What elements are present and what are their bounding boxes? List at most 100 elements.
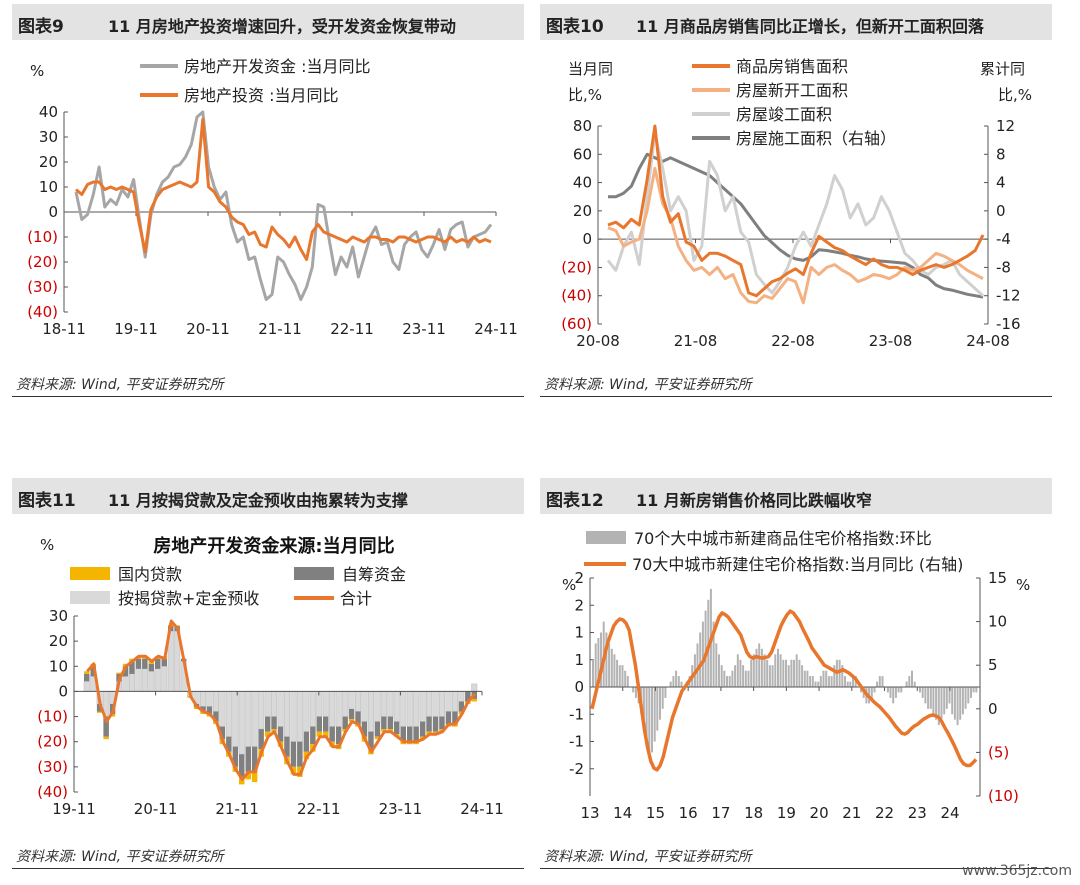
bar [669,681,672,687]
stacked-bar-segment [374,721,381,737]
bar [972,687,975,693]
y-tick-label: 40 [573,174,592,192]
bar [894,687,897,698]
bar [860,687,863,693]
y2-axis-label: 比,% [998,86,1032,104]
stacked-bar-segment [142,658,148,669]
bar [793,659,795,688]
series-line [606,131,985,297]
bar [766,659,769,688]
bar [718,654,720,687]
x-tick-label: 23-11 [379,800,423,818]
stacked-bar-segment [367,691,374,732]
bar [830,676,833,687]
stacked-bar-segment [116,672,122,674]
stacked-bar-segment [148,663,155,672]
y-tick-label: -16 [996,315,1021,333]
stacked-bar-segment [206,691,213,707]
bar [779,654,782,687]
figure-title: 11 月按揭贷款及定金预收由拖累转为支撑 [108,491,408,510]
x-tick-label: 18-11 [42,320,86,338]
y-tick-label: 0 [988,700,998,718]
bar [739,659,742,688]
stacked-bar-segment [374,691,381,722]
x-tick-label: 19-11 [114,320,158,338]
x-tick-label: 18 [744,804,763,822]
y-tick-label: 12 [996,117,1015,135]
y-tick-label: -8 [996,258,1011,276]
bar [664,687,667,698]
bar [632,687,635,693]
stacked-bar-segment [226,736,232,752]
stacked-bar-segment [154,668,161,692]
bar [943,687,946,715]
bar [825,670,828,687]
stacked-bar-segment [200,691,207,707]
legend-label: 房屋竣工面积 [736,105,832,124]
stacked-bar-segment [387,691,394,717]
y2-axis-unit: % [1016,576,1030,594]
bar [672,676,675,687]
stacked-bar-segment [283,691,290,737]
y-tick-label: (30) [37,758,68,776]
x-tick-label: 20 [810,804,829,822]
stacked-bar-segment [465,691,471,702]
bar [814,681,817,687]
figure-code: 图表12 [546,491,604,511]
bar [878,676,881,687]
stacked-bar-segment [400,726,406,742]
bar [790,659,793,688]
stacked-bar-segment [380,691,387,717]
legend-label: 房屋新开工面积 [736,81,848,100]
y-tick-label: (20) [37,733,68,751]
bar [849,681,852,687]
bar [803,670,806,687]
bar [782,659,785,688]
y-tick-label: 20 [49,632,68,650]
figure-header: 图表12 11 月新房销售价格同比跌幅收窄 [540,478,1052,514]
x-tick-label: 21-08 [674,332,718,350]
y-tick-label: (40) [37,783,68,801]
x-tick-label: 24-11 [474,320,518,338]
y-tick-label: -2 [569,760,584,778]
x-tick-label: 19 [777,804,796,822]
stacked-bar-segment [303,731,310,752]
bar [645,687,648,747]
bar [819,676,822,687]
x-tick-label: 17 [711,804,730,822]
bar [771,665,774,687]
stacked-bar-segment [161,658,167,667]
y-tick-label: (60) [561,315,592,333]
stacked-bar-segment [387,716,394,730]
bar [651,687,653,753]
bar [768,665,771,687]
stacked-bar-segment [122,676,129,692]
x-tick-label: 22-11 [330,320,374,338]
bar [731,670,734,687]
y-tick-label: (10) [988,787,1019,805]
stacked-bar-segment [361,691,368,722]
stacked-bar-segment [251,691,258,747]
y-axis-label: 比,% [568,86,602,104]
stacked-bar-segment [335,691,342,727]
y-tick-label: 1 [574,624,584,642]
stacked-bar-segment [438,691,445,717]
y-tick-label: (40) [561,287,592,305]
bar [833,665,836,687]
bar [659,687,661,720]
legend-label: 商品房销售面积 [736,57,848,76]
bar [610,648,613,687]
figure-header: 图表11 11 月按揭贷款及定金预收由拖累转为支撑 [12,478,524,514]
stacked-bar-segment [368,731,374,750]
y-axis-unit: % [40,536,54,554]
y-tick-label: 20 [39,153,58,171]
y-tick-label: 0 [48,203,58,221]
bar [592,659,594,688]
figure-code: 图表11 [18,491,76,511]
y-tick-label: 0 [582,230,592,248]
stacked-bar-segment [303,691,310,732]
stacked-bar-segment [135,668,142,692]
stacked-bar-segment [297,741,303,767]
stacked-bar-segment [84,673,90,682]
bar [948,687,951,704]
